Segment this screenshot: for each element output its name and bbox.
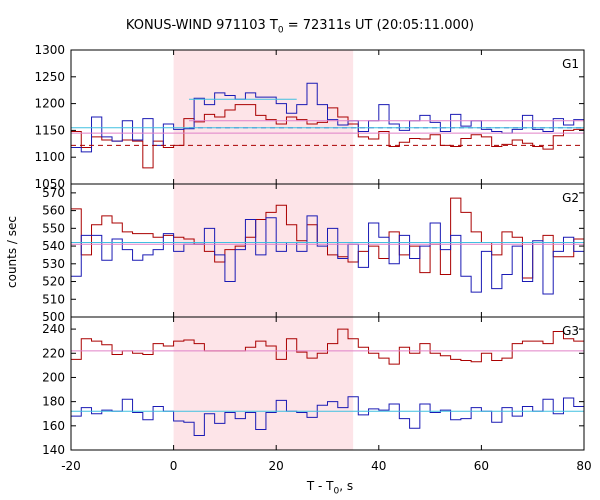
y-tick-label: 530 — [42, 257, 65, 271]
y-tick-label: 240 — [42, 322, 65, 336]
axis-ticks: G1 1050 1100 1150 1200 1250 1300 G2 500 510 520 530… — [34, 43, 591, 473]
y-tick-label: 570 — [42, 186, 65, 200]
chart-title: KONUS-WIND 971103 T0 = 72311s UT (20:05:… — [125, 18, 475, 36]
y-tick-label: 140 — [42, 443, 65, 457]
x-tick-label: 40 — [371, 459, 386, 473]
highlight-band — [173, 50, 354, 450]
x-axis-label: T - T0, s — [306, 479, 354, 497]
y-tick-label: 220 — [42, 346, 65, 360]
x-tick-label: 80 — [576, 459, 591, 473]
series-g3-red-0 — [71, 328, 584, 365]
y-tick-label: 200 — [42, 370, 65, 384]
y-tick-label: 160 — [42, 419, 65, 433]
y-tick-label: 1100 — [34, 150, 65, 164]
y-tick-label: 1200 — [34, 97, 65, 111]
y-tick-label: 1050 — [34, 177, 65, 191]
y-tick-label: 510 — [42, 292, 65, 306]
y-tick-label: 520 — [42, 275, 65, 289]
y-tick-label: 540 — [42, 239, 65, 253]
panel-g1-series — [71, 82, 584, 169]
x-tick-label: -20 — [61, 459, 81, 473]
y-tick-label: 1250 — [34, 70, 65, 84]
panel-g3-series — [71, 328, 584, 436]
y-tick-label: 550 — [42, 221, 65, 235]
panel-g2-series — [71, 197, 584, 295]
y-tick-label: 1150 — [34, 123, 65, 137]
y-tick-label: 560 — [42, 204, 65, 218]
panel-label-g3: G3 — [562, 324, 579, 338]
plot-series — [71, 82, 584, 436]
panel-label-g2: G2 — [562, 191, 579, 205]
y-tick-label: 1300 — [34, 43, 65, 57]
panel-label-g1: G1 — [562, 57, 579, 71]
x-tick-label: 0 — [170, 459, 178, 473]
y-axis-label: counts / sec — [5, 215, 19, 288]
plot-frames — [70, 49, 585, 451]
x-tick-label: 60 — [474, 459, 489, 473]
y-tick-label: 500 — [42, 310, 65, 324]
series-g2-blue-1 — [71, 215, 584, 295]
series-g3-blue-1 — [71, 396, 584, 436]
panel-g3-frame — [70, 316, 585, 451]
y-tick-label: 180 — [42, 395, 65, 409]
x-tick-label: 20 — [269, 459, 284, 473]
highlight-interval — [173, 50, 354, 450]
